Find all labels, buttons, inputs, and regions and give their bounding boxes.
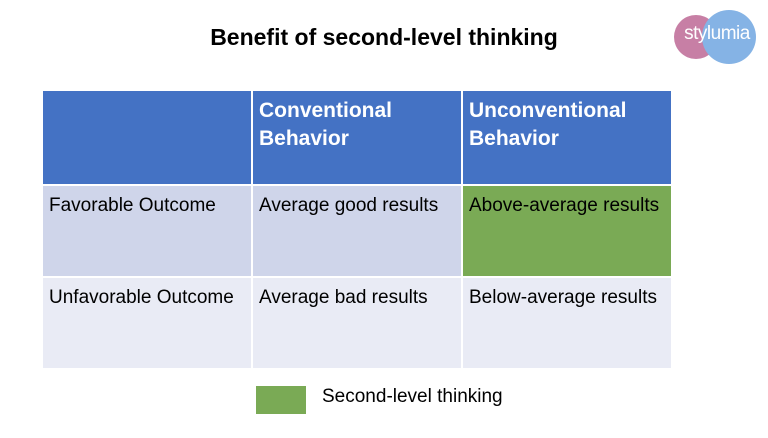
highlighted-cell: Above-average results	[461, 184, 673, 278]
legend-label: Second-level thinking	[322, 386, 503, 407]
table-cell: Below-average results	[461, 276, 673, 370]
header-unconventional: Unconventional Behavior	[461, 89, 673, 186]
logo-text: stylumia	[684, 23, 750, 44]
table-header-row: Conventional Behavior Unconventional Beh…	[41, 89, 673, 186]
legend-swatch	[256, 386, 306, 414]
row-label: Favorable Outcome	[41, 184, 253, 278]
logo-circle-blue	[702, 10, 756, 64]
comparison-table: Conventional Behavior Unconventional Beh…	[41, 89, 673, 370]
header-conventional: Conventional Behavior	[251, 89, 463, 186]
header-cell-empty	[41, 89, 253, 186]
stylumia-logo: stylumia	[672, 10, 762, 65]
table-row: Favorable Outcome Average good results A…	[41, 184, 673, 278]
table-cell: Average good results	[251, 184, 463, 278]
table-cell: Average bad results	[251, 276, 463, 370]
slide-title: Benefit of second-level thinking	[210, 24, 558, 50]
table-row: Unfavorable Outcome Average bad results …	[41, 276, 673, 370]
row-label: Unfavorable Outcome	[41, 276, 253, 370]
